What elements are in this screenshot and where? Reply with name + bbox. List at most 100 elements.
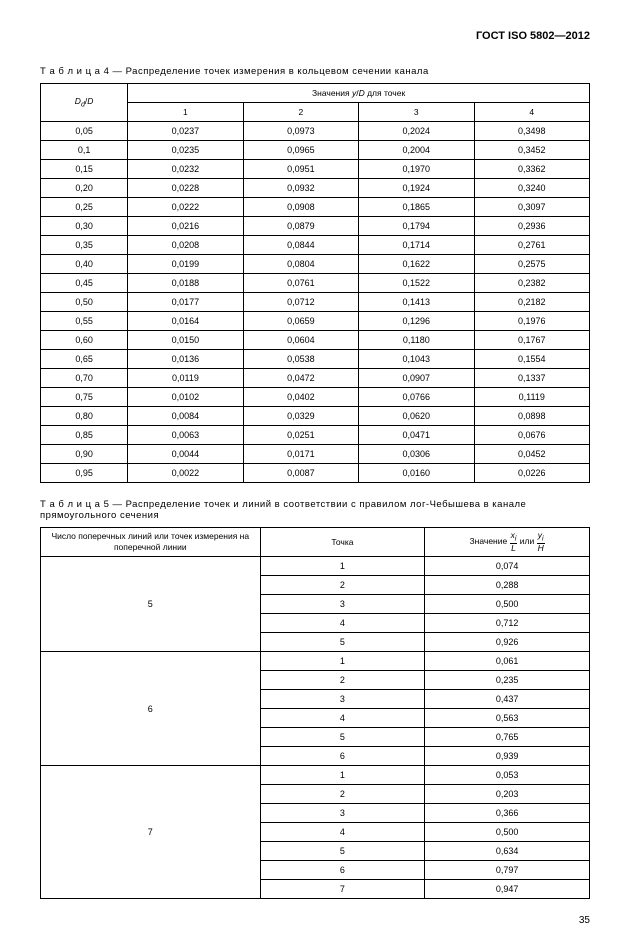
table4-cell: 0,0472 — [243, 369, 358, 388]
table4-cell: 0,3240 — [474, 179, 589, 198]
table4-cell: 0,2004 — [359, 141, 474, 160]
table4-cell: 0,15 — [41, 160, 128, 179]
table4-cell: 0,60 — [41, 331, 128, 350]
table4-cell: 0,1119 — [474, 388, 589, 407]
table4-cell: 0,25 — [41, 198, 128, 217]
table4-cell: 0,0208 — [128, 236, 243, 255]
table5-value: 0,053 — [425, 766, 590, 785]
table4-cell: 0,0188 — [128, 274, 243, 293]
table5-point: 2 — [260, 576, 425, 595]
table4-cell: 0,0879 — [243, 217, 358, 236]
table5-value: 0,500 — [425, 595, 590, 614]
table4-cell: 0,95 — [41, 464, 128, 483]
table4-cell: 0,0907 — [359, 369, 474, 388]
table4-cell: 0,35 — [41, 236, 128, 255]
table-row: 0,800,00840,03290,06200,0898 — [41, 407, 590, 426]
table4-cell: 0,0620 — [359, 407, 474, 426]
table4-cell: 0,0804 — [243, 255, 358, 274]
page-number: 35 — [40, 915, 590, 926]
table4-cell: 0,0199 — [128, 255, 243, 274]
table4-cell: 0,0063 — [128, 426, 243, 445]
table5-point: 6 — [260, 861, 425, 880]
table4-cell: 0,0932 — [243, 179, 358, 198]
table4-cell: 0,2382 — [474, 274, 589, 293]
table4-cell: 0,1622 — [359, 255, 474, 274]
table4-cell: 0,0235 — [128, 141, 243, 160]
table4-cell: 0,0898 — [474, 407, 589, 426]
table5-value: 0,437 — [425, 690, 590, 709]
table4-cell: 0,0306 — [359, 445, 474, 464]
table4-col-num-3: 4 — [474, 103, 589, 122]
table4-cell: 0,1 — [41, 141, 128, 160]
table5-point: 4 — [260, 709, 425, 728]
table5-value: 0,061 — [425, 652, 590, 671]
table-row: 0,350,02080,08440,17140,2761 — [41, 236, 590, 255]
table4-cell: 0,75 — [41, 388, 128, 407]
table4-cell: 0,2936 — [474, 217, 589, 236]
table5-point: 5 — [260, 842, 425, 861]
table4-col-num-0: 1 — [128, 103, 243, 122]
table4-cell: 0,2024 — [359, 122, 474, 141]
table4-cell: 0,1522 — [359, 274, 474, 293]
table4-cell: 0,05 — [41, 122, 128, 141]
table5-value: 0,074 — [425, 557, 590, 576]
table4-cell: 0,1180 — [359, 331, 474, 350]
table4-cell: 0,1924 — [359, 179, 474, 198]
table4-cell: 0,0676 — [474, 426, 589, 445]
table-row: 0,500,01770,07120,14130,2182 — [41, 293, 590, 312]
table4-cell: 0,55 — [41, 312, 128, 331]
table5-point: 3 — [260, 804, 425, 823]
table5-head-col1: Число поперечных линий или точек измерен… — [41, 528, 261, 557]
table4-cell: 0,0022 — [128, 464, 243, 483]
table4-cell: 0,0228 — [128, 179, 243, 198]
table5-value: 0,939 — [425, 747, 590, 766]
table4-cell: 0,0604 — [243, 331, 358, 350]
table4-cell: 0,0084 — [128, 407, 243, 426]
table5-point: 1 — [260, 766, 425, 785]
table5-value: 0,926 — [425, 633, 590, 652]
table5-value: 0,366 — [425, 804, 590, 823]
table5-point: 7 — [260, 880, 425, 899]
table4-cell: 0,0164 — [128, 312, 243, 331]
table4-cell: 0,85 — [41, 426, 128, 445]
table4-cell: 0,1865 — [359, 198, 474, 217]
table5-value: 0,203 — [425, 785, 590, 804]
table-row: 710,053 — [41, 766, 590, 785]
table5-point: 5 — [260, 728, 425, 747]
table4-cell: 0,1976 — [474, 312, 589, 331]
table5-point: 2 — [260, 671, 425, 690]
table-row: 0,550,01640,06590,12960,1976 — [41, 312, 590, 331]
table5-point: 5 — [260, 633, 425, 652]
table4-cell: 0,0951 — [243, 160, 358, 179]
table5-value: 0,500 — [425, 823, 590, 842]
table4-cell: 0,0222 — [128, 198, 243, 217]
table4-cell: 0,30 — [41, 217, 128, 236]
table-row: 510,074 — [41, 557, 590, 576]
table4-cell: 0,0402 — [243, 388, 358, 407]
table-row: 0,750,01020,04020,07660,1119 — [41, 388, 590, 407]
table5-caption: Т а б л и ц а 5 — Распределение точек и … — [40, 499, 590, 521]
table4-cell: 0,1794 — [359, 217, 474, 236]
table4-cell: 0,40 — [41, 255, 128, 274]
table4-cell: 0,0844 — [243, 236, 358, 255]
table4-cell: 0,1767 — [474, 331, 589, 350]
table5-group-n: 7 — [41, 766, 261, 899]
table4-cell: 0,1337 — [474, 369, 589, 388]
table4-cell: 0,0150 — [128, 331, 243, 350]
table4-head-yd: Значения y/D для точек — [128, 84, 590, 103]
table4-cell: 0,0965 — [243, 141, 358, 160]
table-row: 0,450,01880,07610,15220,2382 — [41, 274, 590, 293]
table-row: 0,10,02350,09650,20040,3452 — [41, 141, 590, 160]
table5-point: 6 — [260, 747, 425, 766]
table4-col-num-1: 2 — [243, 103, 358, 122]
table4-cell: 0,1554 — [474, 350, 589, 369]
table4-cell: 0,1296 — [359, 312, 474, 331]
table-row: 0,950,00220,00870,01600,0226 — [41, 464, 590, 483]
table5-value: 0,765 — [425, 728, 590, 747]
table4-cell: 0,3452 — [474, 141, 589, 160]
table4-cell: 0,0136 — [128, 350, 243, 369]
table5-caption-prefix: Т а б л и ц а 5 — — [40, 499, 126, 510]
table5-point: 1 — [260, 557, 425, 576]
table5-head-col3: Значение xiL или yiH — [425, 528, 590, 557]
table5-value: 0,235 — [425, 671, 590, 690]
